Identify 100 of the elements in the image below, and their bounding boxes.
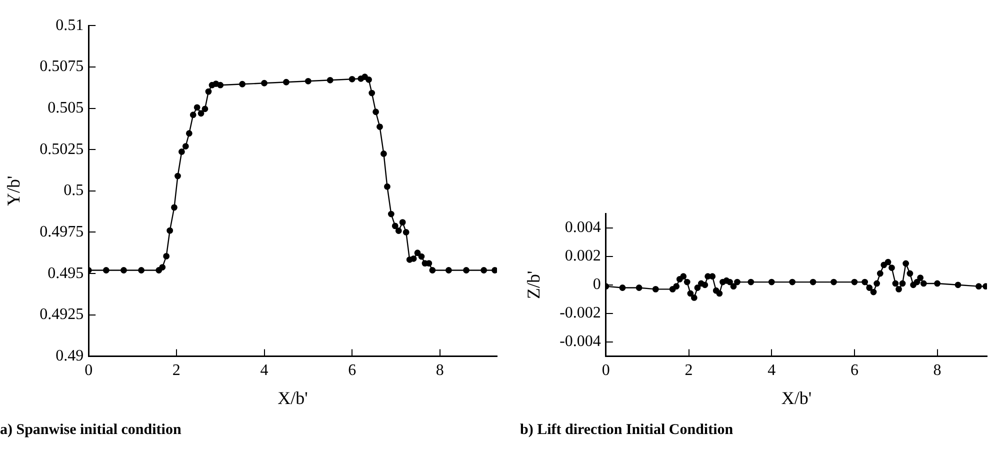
point — [217, 82, 224, 88]
point — [734, 278, 740, 286]
point — [954, 282, 962, 288]
x-tick-label: 6 — [850, 362, 858, 380]
point — [920, 280, 927, 287]
point — [902, 260, 910, 267]
point — [896, 286, 902, 292]
point — [178, 148, 185, 155]
point — [748, 278, 754, 286]
point — [166, 227, 174, 234]
point — [880, 262, 888, 268]
point — [906, 270, 914, 277]
point — [702, 282, 708, 288]
point — [914, 278, 920, 286]
point — [190, 112, 196, 118]
point — [380, 150, 387, 157]
point — [884, 258, 892, 266]
point — [899, 280, 906, 287]
x-tick-label: 8 — [933, 362, 942, 380]
point — [870, 288, 877, 296]
y-tick-label: 0.4925 — [40, 306, 84, 324]
y-tick-label: 0.002 — [564, 248, 601, 265]
x-tick-label: 8 — [436, 362, 444, 380]
point — [326, 76, 334, 84]
point — [892, 280, 899, 287]
point — [392, 222, 398, 230]
point — [492, 267, 497, 274]
y-axis-title: Y/b' — [4, 176, 24, 206]
point — [851, 278, 858, 286]
point — [876, 270, 884, 277]
point — [888, 264, 895, 271]
point — [445, 267, 452, 274]
y-tick-label: -0.004 — [560, 333, 601, 350]
point — [372, 108, 379, 116]
point — [388, 210, 394, 218]
x-axis-title: X/b' — [278, 388, 308, 408]
y-tick-label: 0.004 — [564, 219, 601, 236]
y-tick-label: -0.002 — [560, 304, 601, 322]
x-axis-title: X/b' — [781, 388, 812, 408]
point — [138, 267, 144, 274]
point — [830, 278, 837, 286]
x-tick-label: 4 — [260, 362, 268, 380]
point — [684, 278, 690, 286]
y-tick-label: 0.505 — [48, 99, 84, 116]
point — [366, 76, 372, 83]
point — [174, 172, 181, 180]
point — [239, 80, 246, 88]
point — [261, 80, 268, 86]
point — [789, 278, 796, 286]
point — [934, 280, 940, 287]
y-tick-label: 0.49 — [56, 347, 84, 364]
point — [874, 280, 880, 287]
point — [690, 294, 698, 301]
point — [687, 290, 694, 297]
point — [120, 267, 127, 274]
point — [376, 124, 383, 130]
text: b) Lift direction Initial Condition — [520, 422, 734, 439]
point — [348, 76, 356, 82]
point — [694, 284, 701, 291]
point — [384, 183, 390, 190]
point — [202, 106, 208, 112]
point — [716, 290, 723, 297]
point — [768, 278, 775, 286]
point — [163, 252, 170, 260]
y-tick-label: 0.5025 — [40, 140, 84, 158]
point — [652, 286, 659, 292]
point — [976, 283, 982, 290]
y-axis-title: Z/b' — [524, 270, 544, 300]
point — [673, 283, 680, 290]
x-tick-label: 6 — [348, 362, 356, 380]
point — [709, 273, 716, 280]
point — [171, 204, 178, 211]
point — [636, 284, 642, 291]
point — [866, 284, 873, 291]
point — [917, 274, 924, 281]
point — [304, 78, 312, 84]
point — [680, 273, 687, 280]
y-tick-label: 0.5 — [64, 182, 84, 200]
y-tick-label: 0.495 — [48, 264, 84, 282]
point — [186, 130, 192, 137]
text: a) Spanwise initial condition — [0, 422, 182, 439]
point — [862, 278, 868, 286]
point — [402, 229, 410, 236]
point — [205, 88, 212, 95]
point — [429, 267, 436, 274]
x-tick-label: 2 — [172, 362, 180, 380]
point — [414, 250, 421, 256]
point — [399, 219, 406, 226]
point — [418, 253, 425, 260]
point — [194, 104, 200, 111]
y-tick-label: 0 — [592, 276, 601, 294]
point — [283, 78, 290, 86]
point — [426, 260, 432, 266]
x-tick-label: 4 — [768, 362, 776, 380]
y-tick-label: 0.4975 — [40, 223, 84, 240]
point — [182, 143, 189, 150]
point — [810, 278, 816, 286]
point — [463, 267, 470, 274]
point — [102, 267, 110, 274]
point — [480, 267, 488, 274]
